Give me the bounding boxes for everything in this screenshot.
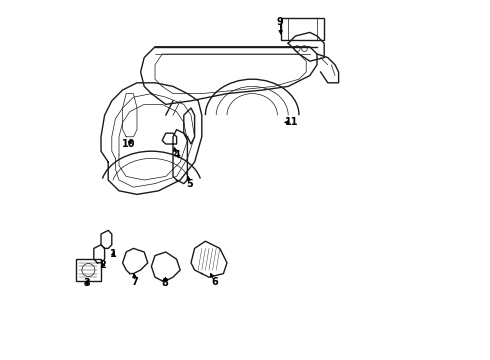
Text: 11: 11 (285, 117, 298, 127)
Bar (76, 259, 101, 281)
Text: 7: 7 (132, 276, 139, 287)
Text: 3: 3 (83, 278, 90, 288)
Text: 8: 8 (162, 278, 169, 288)
Text: 2: 2 (99, 260, 106, 270)
Text: 5: 5 (186, 179, 193, 189)
Text: 4: 4 (173, 150, 180, 160)
Text: 6: 6 (211, 276, 218, 287)
Text: 10: 10 (122, 139, 136, 149)
Bar (281, 18, 324, 40)
Text: 9: 9 (277, 17, 284, 27)
Text: 1: 1 (110, 249, 117, 259)
